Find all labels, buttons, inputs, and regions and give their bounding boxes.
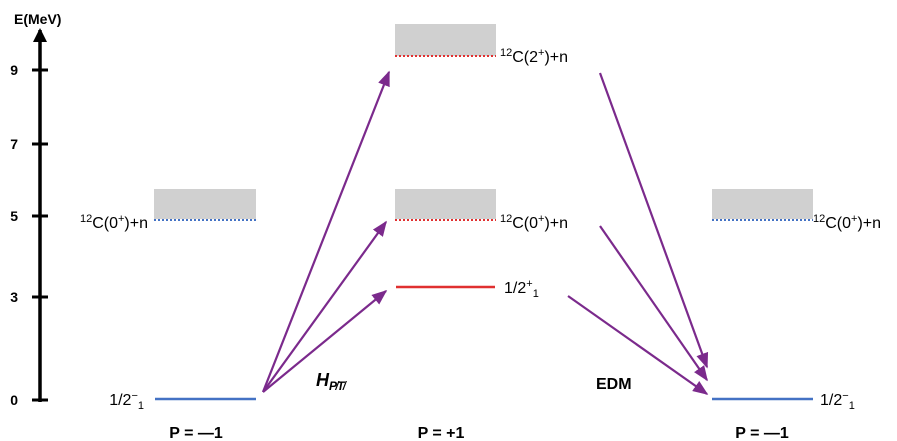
axis-tick-3: 3	[10, 289, 48, 305]
right-threshold-label: 12C(0+)+n	[813, 213, 881, 232]
middle-threshold-0-label: 12C(0+)+n	[500, 213, 568, 232]
axis-tick-5: 5	[10, 208, 48, 224]
axis-arrowhead	[33, 28, 47, 42]
axis-label: E(MeV)	[14, 11, 61, 27]
axis-tick-0: 0	[10, 392, 48, 408]
arrow-from-excited	[567, 295, 709, 395]
middle-continuum-box-2	[395, 24, 496, 56]
left-parity-label: P = —1	[169, 425, 223, 441]
arrow-to-c0-threshold	[262, 220, 387, 393]
right-transitions	[567, 72, 709, 395]
left-continuum-box	[154, 189, 256, 219]
arrow-to-excited	[262, 290, 388, 393]
arrow-from-c2-threshold	[598, 72, 709, 369]
middle-excited-label: 1/2+1	[504, 278, 539, 300]
left-threshold-label: 12C(0+)+n	[80, 213, 148, 232]
right-continuum-box	[712, 189, 813, 219]
left-transitions	[261, 70, 391, 393]
axis-tick-7: 7	[10, 136, 48, 152]
energy-axis: E(MeV) 0 3 5 7 9	[10, 11, 61, 408]
operator-right-label: EDM	[596, 376, 632, 393]
right-ground-label: 1/2−1	[820, 390, 855, 412]
tick-label: 9	[10, 62, 18, 78]
middle-threshold-2-label: 12C(2+)+n	[500, 47, 568, 66]
operator-left-label: HP̸T̸	[316, 370, 347, 393]
middle-continuum-box-0	[395, 189, 496, 219]
left-ground-label: 1/2−1	[109, 390, 144, 412]
right-parity-label: P = —1	[735, 425, 789, 441]
tick-label: 7	[10, 136, 18, 152]
arrow-from-c0-threshold	[599, 225, 708, 382]
middle-parity-label: P = +1	[418, 425, 465, 441]
tick-label: 5	[10, 208, 18, 224]
tick-label: 3	[10, 289, 18, 305]
axis-tick-9: 9	[10, 62, 48, 78]
tick-label: 0	[10, 392, 18, 408]
arrow-to-c2-threshold	[261, 70, 391, 393]
